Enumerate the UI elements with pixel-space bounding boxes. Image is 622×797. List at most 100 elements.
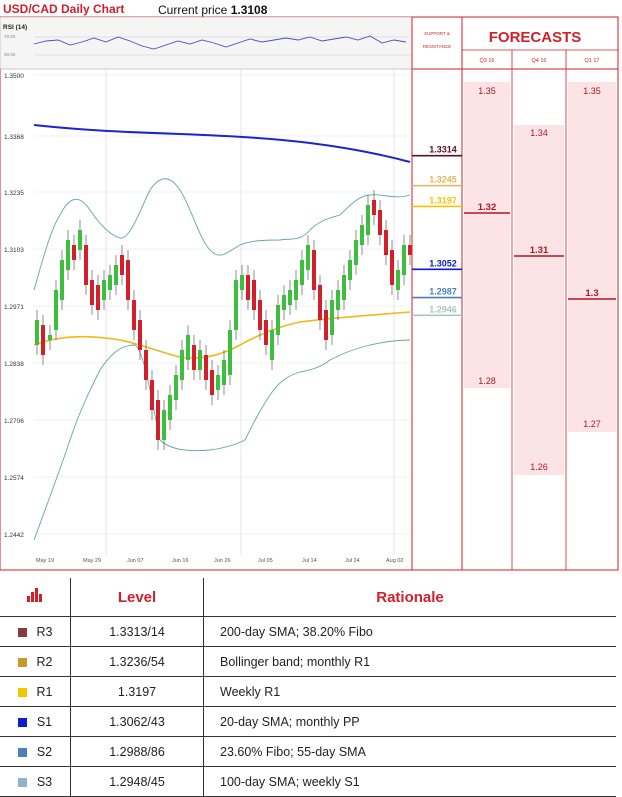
y-tick-label: 1.3235 (4, 190, 24, 197)
forecast-low: 1.27 (583, 419, 601, 429)
level-name: R1 (0, 676, 71, 707)
level-header: Level (70, 578, 204, 617)
candle-body (312, 250, 316, 290)
level-label: 1.2946 (429, 304, 457, 314)
level-swatch (17, 657, 27, 667)
forecast-q416: 1.34 1.31 1.26 (514, 125, 564, 475)
forecast-mid: 1.31 (530, 245, 549, 256)
forecast-quarter-q416: Q4 16 (532, 58, 547, 64)
candle-body (192, 345, 196, 370)
rsi-label: RSI (14) (3, 24, 27, 31)
level-label: 1.3245 (429, 175, 457, 185)
y-tick-label: 1.2574 (4, 475, 24, 482)
forecast-high: 1.35 (583, 86, 601, 96)
candle-body (282, 295, 286, 310)
level-name: S3 (0, 766, 71, 797)
table-row: S1 1.3062/43 20-day SMA; monthly PP (0, 706, 616, 737)
forecast-high: 1.35 (478, 86, 496, 96)
levels-table: Level Rationale R3 1.3313/14 200-day SMA; … (0, 578, 616, 797)
y-tick-label: 1.3368 (4, 134, 24, 141)
candle-body (102, 280, 106, 300)
candle-body (156, 400, 160, 440)
candle-body (35, 320, 39, 345)
candle-body (174, 375, 178, 400)
candle-body (186, 335, 190, 360)
forecast-high: 1.34 (530, 128, 548, 138)
candle-body (408, 245, 412, 255)
candle-body (222, 360, 226, 385)
level-label: 1.3052 (429, 258, 457, 268)
x-tick-label: Jul 24 (345, 558, 360, 564)
candle-body (96, 285, 100, 310)
bar-chart-icon-svg (27, 588, 42, 602)
support-resistance-column (411, 16, 463, 571)
candle-body (84, 245, 88, 285)
y-tick-label: 1.3103 (4, 247, 24, 254)
candle-body (162, 410, 166, 440)
x-tick-label: May 29 (83, 558, 101, 564)
candle-body (288, 290, 292, 305)
current-price: Current price 1.3108 (158, 3, 267, 17)
bar-chart-icon (0, 578, 71, 617)
candle-body (138, 320, 142, 350)
level-rationale: 23.60% Fibo; 55-day SMA (203, 736, 616, 767)
level-value: 1.3062/43 (70, 706, 204, 737)
table-row: R2 1.3236/54 Bollinger band; monthly R1 (0, 646, 616, 677)
candle-body (348, 260, 352, 280)
candle-body (48, 335, 52, 340)
level-rationale: 100-day SMA; weekly S1 (203, 766, 616, 797)
forecast-mid: 1.32 (478, 202, 497, 213)
candle-body (396, 270, 400, 290)
candle-body (114, 265, 118, 285)
rsi-tick-30: 30.00 (4, 52, 16, 57)
level-rationale: Weekly R1 (203, 676, 616, 707)
candle-body (240, 275, 244, 290)
level-name: S1 (0, 706, 71, 737)
y-tick-label: 1.2442 (4, 532, 24, 539)
level-swatch (17, 747, 27, 757)
x-tick-label: Aug 02 (386, 558, 403, 564)
y-tick-label: 1.2706 (4, 418, 24, 425)
candle-body (168, 395, 172, 420)
sma-200-line (33, 124, 411, 163)
forecast-q316: 1.35 1.32 1.28 (464, 82, 510, 388)
table-row: S3 1.2948/45 100-day SMA; weekly S1 (0, 766, 616, 797)
x-tick-label: Jun 26 (214, 558, 231, 564)
candle-body (372, 200, 376, 215)
candle-body (78, 230, 82, 250)
candle-body (318, 285, 322, 320)
level-swatch (17, 627, 27, 637)
candle-body (54, 290, 58, 330)
level-rationale: 200-day SMA; 38.20% Fibo (203, 616, 616, 647)
moving-average-line (33, 311, 411, 359)
y-tick-label: 1.2838 (4, 361, 24, 368)
candle-body (270, 330, 274, 360)
x-tick-label: Jul 14 (302, 558, 317, 564)
candles (35, 190, 412, 450)
level-value: 1.3236/54 (70, 646, 204, 677)
forecast-range (568, 82, 616, 432)
candle-body (108, 275, 112, 290)
forecast-low: 1.28 (478, 376, 496, 386)
level-rationale: 20-day SMA; monthly PP (203, 706, 616, 737)
y-tick-label: 1.2971 (4, 304, 24, 311)
rsi-panel (0, 16, 413, 70)
candle-body (360, 225, 364, 245)
table-row: R1 1.3197 Weekly R1 (0, 676, 616, 707)
usdcad-chart: RSI (14) 70.00 30.00 1.3500 1.3368 1.323… (0, 16, 619, 571)
current-price-value: 1.3108 (230, 3, 268, 17)
forecast-low: 1.26 (530, 462, 548, 472)
x-tick-label: May 19 (36, 558, 54, 564)
x-tick-label: Jul 05 (258, 558, 273, 564)
support-resistance-subtitle: RESISTANCE (423, 44, 451, 49)
candle-body (354, 240, 358, 265)
candle-body (210, 370, 214, 395)
level-name: R2 (0, 646, 71, 677)
levels-table-body: R3 1.3313/14 200-day SMA; 38.20% Fibo R2 1.3… (0, 616, 616, 797)
candle-body (384, 230, 388, 255)
level-name: S2 (0, 736, 71, 767)
candle-body (66, 240, 70, 270)
candle-body (120, 255, 124, 275)
y-tick-label: 1.3500 (4, 73, 24, 80)
level-value: 1.2988/86 (70, 736, 204, 767)
